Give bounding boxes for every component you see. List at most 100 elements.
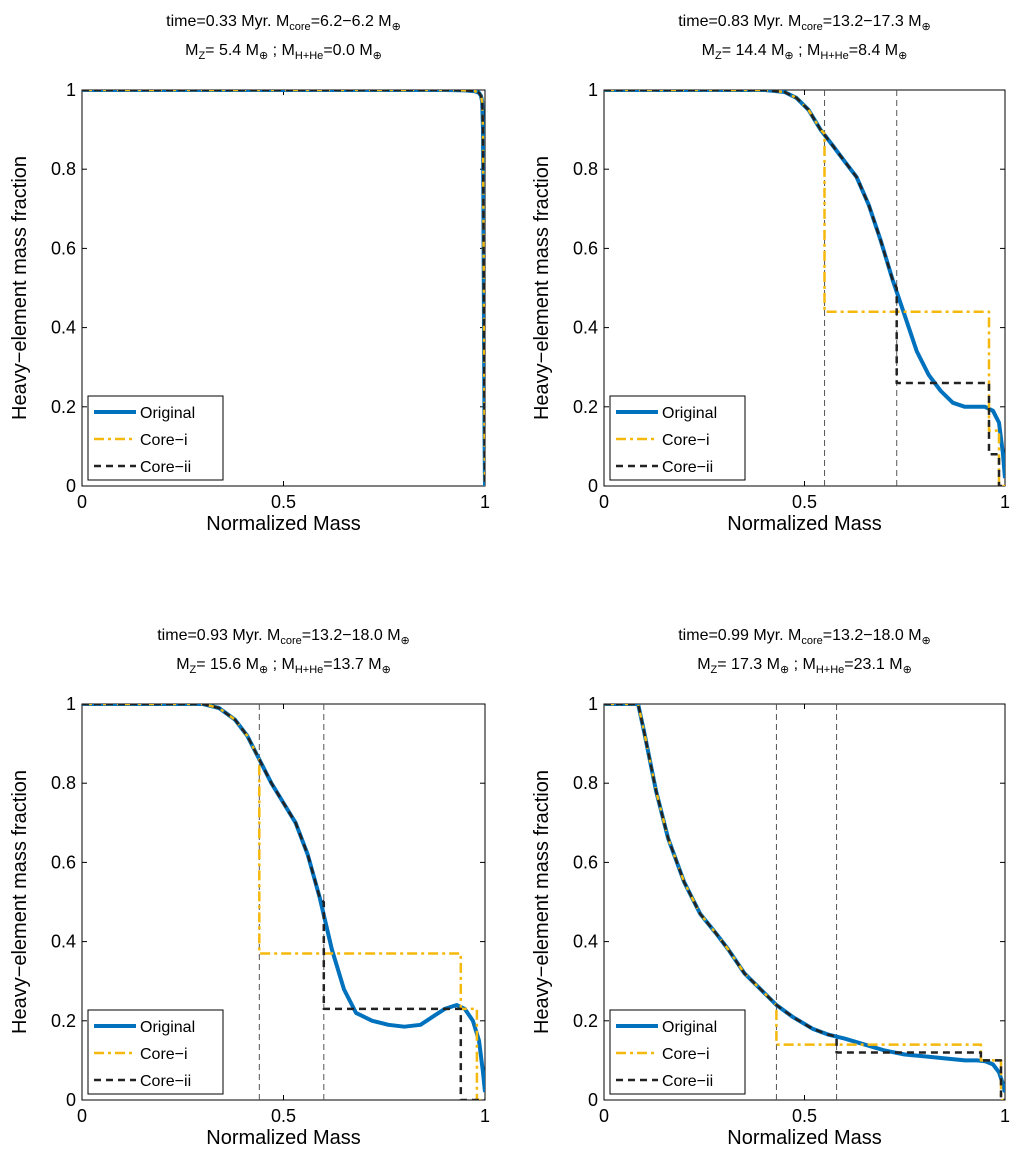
- title-mz-label: M: [176, 656, 189, 673]
- y-tick-label: 0.2: [573, 397, 598, 417]
- y-tick-label: 0.8: [51, 773, 76, 793]
- y-tick-label: 1: [588, 694, 598, 714]
- y-tick-label: 0: [66, 476, 76, 496]
- y-tick-label: 0.4: [573, 932, 598, 952]
- earth-symbol: ⊕: [922, 21, 931, 33]
- title-mz-value: = 5.4 M: [205, 42, 259, 59]
- title-mcore-subscript: core: [801, 635, 822, 647]
- y-tick-label: 0.6: [573, 238, 598, 258]
- chart-title-line-1: time=0.83 Myr. Mcore=13.2−17.3 M⊕: [678, 13, 931, 33]
- y-tick-label: 1: [66, 80, 76, 100]
- x-axis-label: Normalized Mass: [206, 513, 360, 535]
- title-mz-label: M: [185, 42, 198, 59]
- y-tick-label: 0.8: [51, 159, 76, 179]
- earth-symbol: ⊕: [898, 50, 907, 62]
- legend-label-2: Core−i: [140, 432, 188, 449]
- y-tick-label: 0.4: [51, 318, 76, 338]
- chart-panel-2: time=0.83 Myr. Mcore=13.2−17.3 M⊕MZ= 14.…: [531, 13, 1010, 535]
- y-axis-label: Heavy−element mass fraction: [9, 156, 31, 420]
- title-mhhe-label: ; M: [268, 656, 295, 673]
- y-tick-label: 0.2: [51, 1011, 76, 1031]
- legend-label-1: Original: [140, 1019, 195, 1036]
- earth-symbol: ⊕: [259, 50, 268, 62]
- title-mhhe-label: ; M: [794, 42, 821, 59]
- earth-symbol: ⊕: [259, 664, 268, 676]
- title-mhhe-value: =0.0 M: [323, 42, 372, 59]
- y-tick-label: 0.8: [573, 159, 598, 179]
- title-mcore-value: =13.2−17.3 M: [823, 13, 922, 30]
- chart-title-line-1: time=0.33 Myr. Mcore=6.2−6.2 M⊕: [166, 13, 401, 33]
- title-mhhe-label: ; M: [268, 42, 295, 59]
- chart-panel-3: time=0.93 Myr. Mcore=13.2−18.0 M⊕MZ= 15.…: [9, 627, 490, 1149]
- title-mcore-value: =6.2−6.2 M: [311, 13, 392, 30]
- title-mz-label: M: [697, 656, 710, 673]
- y-tick-label: 0: [588, 476, 598, 496]
- earth-symbol: ⊕: [903, 664, 912, 676]
- chart-title-line-2: MZ= 14.4 M⊕ ; MH+He=8.4 M⊕: [702, 42, 908, 62]
- y-axis-label: Heavy−element mass fraction: [9, 770, 31, 1034]
- y-axis-label: Heavy−element mass fraction: [531, 156, 553, 420]
- y-axis-label: Heavy−element mass fraction: [531, 770, 553, 1034]
- legend-label-2: Core−i: [140, 1046, 188, 1063]
- chart-title-line-1: time=0.93 Myr. Mcore=13.2−18.0 M⊕: [157, 627, 410, 647]
- x-tick-label: 1: [1000, 1106, 1010, 1126]
- y-tick-label: 1: [66, 694, 76, 714]
- y-tick-label: 0.2: [573, 1011, 598, 1031]
- x-tick-label: 0.5: [271, 1106, 296, 1126]
- y-tick-label: 0.2: [51, 397, 76, 417]
- legend-label-1: Original: [140, 405, 195, 422]
- chart-title-line-1: time=0.99 Myr. Mcore=13.2−18.0 M⊕: [678, 627, 931, 647]
- y-tick-label: 0.6: [51, 238, 76, 258]
- chart-title-line-2: MZ= 17.3 M⊕ ; MH+He=23.1 M⊕: [697, 656, 912, 676]
- title-mcore-subscript: core: [289, 21, 310, 33]
- y-tick-label: 0: [66, 1090, 76, 1110]
- title-time: time=0.83 Myr. M: [678, 13, 801, 30]
- legend-label-3: Core−ii: [662, 459, 713, 476]
- x-axis-label: Normalized Mass: [727, 513, 881, 535]
- title-mcore-subscript: core: [801, 21, 822, 33]
- title-mhhe-value: =13.7 M: [323, 656, 381, 673]
- x-tick-label: 0.5: [271, 492, 296, 512]
- legend-label-3: Core−ii: [140, 459, 191, 476]
- earth-symbol: ⊕: [373, 50, 382, 62]
- x-tick-label: 1: [480, 1106, 490, 1126]
- title-mhhe-label: ; M: [789, 656, 816, 673]
- title-mz-value: = 17.3 M: [717, 656, 780, 673]
- title-mhhe-value: =23.1 M: [844, 656, 902, 673]
- x-tick-label: 0: [599, 492, 609, 512]
- x-tick-label: 1: [1000, 492, 1010, 512]
- y-tick-label: 0: [588, 1090, 598, 1110]
- title-mhhe-subscript: H+He: [295, 50, 323, 62]
- legend-label-2: Core−i: [662, 432, 710, 449]
- legend: Original Core−i Core−ii: [610, 396, 745, 480]
- legend: Original Core−i Core−ii: [88, 396, 223, 480]
- y-tick-label: 0.6: [573, 852, 598, 872]
- y-tick-label: 0.8: [573, 773, 598, 793]
- x-tick-label: 0: [77, 1106, 87, 1126]
- title-mcore-subscript: core: [280, 635, 301, 647]
- chart-panel-1: time=0.33 Myr. Mcore=6.2−6.2 M⊕MZ= 5.4 M…: [9, 13, 490, 535]
- title-mcore-value: =13.2−18.0 M: [823, 627, 922, 644]
- earth-symbol: ⊕: [382, 664, 391, 676]
- y-tick-label: 0.4: [573, 318, 598, 338]
- x-axis-label: Normalized Mass: [206, 1127, 360, 1149]
- title-mcore-value: =13.2−18.0 M: [302, 627, 401, 644]
- earth-symbol: ⊕: [784, 50, 793, 62]
- x-tick-label: 0.5: [792, 492, 817, 512]
- title-time: time=0.33 Myr. M: [166, 13, 289, 30]
- earth-symbol: ⊕: [401, 635, 410, 647]
- x-axis-label: Normalized Mass: [727, 1127, 881, 1149]
- legend-label-3: Core−ii: [140, 1073, 191, 1090]
- y-tick-label: 0.4: [51, 932, 76, 952]
- legend-label-3: Core−ii: [662, 1073, 713, 1090]
- x-tick-label: 0: [599, 1106, 609, 1126]
- title-mhhe-subscript: H+He: [295, 664, 323, 676]
- x-tick-label: 1: [480, 492, 490, 512]
- legend-label-1: Original: [662, 405, 717, 422]
- x-tick-label: 0: [77, 492, 87, 512]
- y-tick-label: 1: [588, 80, 598, 100]
- title-time: time=0.99 Myr. M: [678, 627, 801, 644]
- legend: Original Core−i Core−ii: [88, 1010, 223, 1094]
- earth-symbol: ⊕: [780, 664, 789, 676]
- title-mhhe-subscript: H+He: [820, 50, 848, 62]
